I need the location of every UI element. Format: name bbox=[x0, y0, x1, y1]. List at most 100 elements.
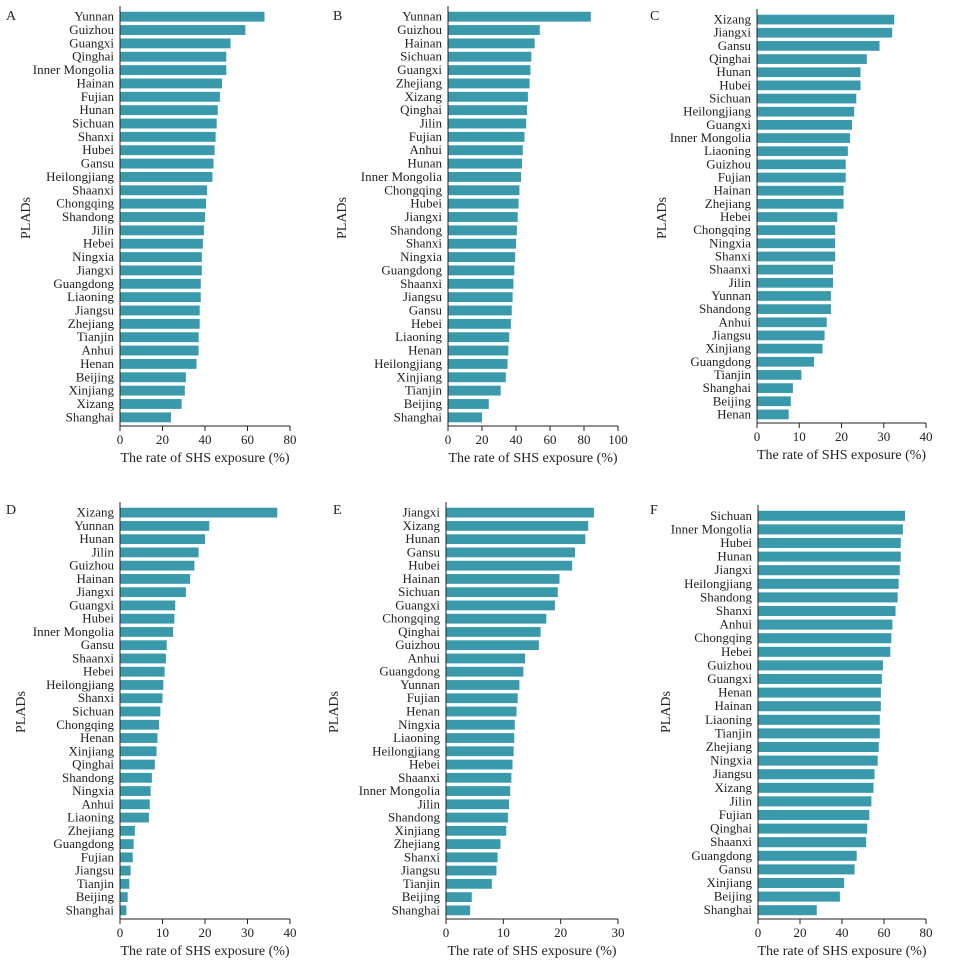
bar bbox=[446, 627, 541, 637]
y-axis-title: PLADs bbox=[335, 197, 350, 239]
bar bbox=[120, 574, 191, 584]
category-label: Xinjiang bbox=[397, 369, 443, 384]
bar bbox=[120, 892, 128, 903]
bar bbox=[446, 693, 518, 704]
category-label: Guizhou bbox=[69, 22, 114, 37]
category-label: Jiangxi bbox=[402, 505, 440, 520]
bar bbox=[120, 547, 199, 558]
bar bbox=[448, 131, 525, 142]
category-label: Hainan bbox=[76, 75, 114, 90]
category-label: Heilongjiang bbox=[374, 356, 442, 371]
category-label: Sichuan bbox=[400, 49, 442, 64]
bar bbox=[448, 292, 513, 303]
category-label: Liaoning bbox=[393, 730, 440, 745]
bar bbox=[120, 238, 203, 249]
bar bbox=[758, 809, 870, 821]
bar bbox=[757, 133, 850, 143]
category-label: Ningxia bbox=[710, 753, 752, 768]
category-label: Guizhou bbox=[395, 637, 440, 652]
category-label: Xizang bbox=[76, 396, 114, 411]
category-label: Zhejiang bbox=[706, 739, 753, 754]
category-label: Guangdong bbox=[379, 664, 440, 679]
category-label: Hainan bbox=[76, 571, 114, 586]
bar bbox=[446, 852, 498, 863]
bar bbox=[446, 666, 524, 677]
bar bbox=[448, 185, 520, 196]
bar bbox=[446, 613, 547, 624]
bar bbox=[757, 67, 861, 78]
category-label: Hubei bbox=[720, 535, 752, 550]
category-label: Yunnan bbox=[74, 518, 114, 533]
bar bbox=[120, 560, 195, 571]
bar bbox=[120, 613, 175, 624]
bar bbox=[120, 51, 227, 62]
x-tick-label: 0 bbox=[117, 432, 124, 447]
category-label: Hebei bbox=[83, 664, 114, 679]
x-tick-label: 100 bbox=[608, 432, 628, 447]
category-label: Inner Mongolia bbox=[359, 783, 440, 798]
category-label: Shanxi bbox=[404, 849, 441, 864]
category-label: Jilin bbox=[729, 275, 752, 290]
bar bbox=[446, 905, 471, 916]
bar bbox=[120, 225, 204, 236]
category-label: Shandong bbox=[699, 301, 752, 316]
bar bbox=[120, 746, 157, 757]
category-label: Qinghai bbox=[72, 757, 114, 772]
category-label: Heilongjiang bbox=[683, 104, 751, 119]
category-label: Beijing bbox=[76, 369, 115, 384]
bar bbox=[448, 11, 591, 22]
bar bbox=[120, 278, 201, 289]
bar bbox=[758, 728, 880, 739]
category-label: Inner Mongolia bbox=[361, 169, 442, 184]
category-label: Henan bbox=[718, 685, 752, 700]
bar bbox=[757, 370, 802, 380]
category-label: Jiangxi bbox=[76, 262, 114, 277]
bar bbox=[448, 171, 522, 182]
bar bbox=[120, 131, 216, 142]
category-label: Chongqing bbox=[384, 182, 442, 197]
category-label: Anhui bbox=[82, 343, 115, 358]
bar bbox=[120, 252, 202, 263]
category-label: Gansu bbox=[409, 302, 443, 317]
bar bbox=[448, 385, 501, 396]
bar bbox=[120, 198, 207, 209]
bar bbox=[120, 265, 202, 276]
category-label: Shaanxi bbox=[400, 276, 442, 291]
bar bbox=[120, 358, 197, 369]
bar bbox=[448, 118, 527, 129]
bar bbox=[448, 305, 512, 316]
category-label: Guizhou bbox=[706, 156, 751, 171]
bar bbox=[758, 850, 857, 861]
category-label: Shaanxi bbox=[72, 650, 114, 665]
x-axis-title: The rate of SHS exposure (%) bbox=[120, 944, 289, 959]
category-label: Henan bbox=[717, 406, 751, 421]
bar bbox=[757, 198, 844, 209]
category-label: Xinjiang bbox=[395, 823, 441, 838]
category-label: Jilin bbox=[418, 796, 441, 811]
category-label: Tianjin bbox=[405, 383, 443, 398]
category-label: Hubei bbox=[82, 142, 114, 157]
bar bbox=[120, 385, 185, 396]
x-tick-label: 40 bbox=[836, 925, 849, 940]
bar bbox=[120, 185, 208, 196]
bar bbox=[758, 741, 879, 753]
category-label: Shandong bbox=[62, 209, 115, 224]
bar bbox=[757, 238, 836, 249]
bar bbox=[758, 755, 878, 766]
bar bbox=[758, 796, 872, 807]
bar bbox=[120, 653, 166, 664]
category-label: Anhui bbox=[720, 617, 753, 632]
bar bbox=[448, 225, 517, 236]
category-label: Hunan bbox=[79, 531, 114, 546]
category-label: Yunnan bbox=[400, 677, 440, 692]
bar bbox=[757, 159, 846, 170]
bar bbox=[448, 399, 489, 409]
category-label: Zhejiang bbox=[68, 316, 115, 331]
category-label: Heilongjiang bbox=[372, 743, 440, 758]
category-label: Guizhou bbox=[69, 558, 114, 573]
category-label: Shandong bbox=[388, 810, 441, 825]
bar bbox=[446, 733, 515, 743]
x-tick-label: 80 bbox=[284, 432, 297, 447]
